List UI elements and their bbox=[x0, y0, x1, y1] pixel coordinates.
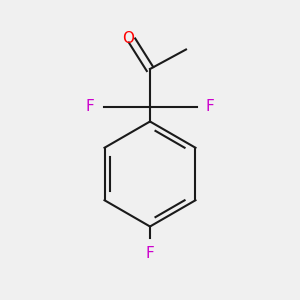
Text: O: O bbox=[122, 31, 134, 46]
Text: F: F bbox=[146, 246, 154, 261]
Text: F: F bbox=[86, 99, 94, 114]
Text: F: F bbox=[206, 99, 214, 114]
